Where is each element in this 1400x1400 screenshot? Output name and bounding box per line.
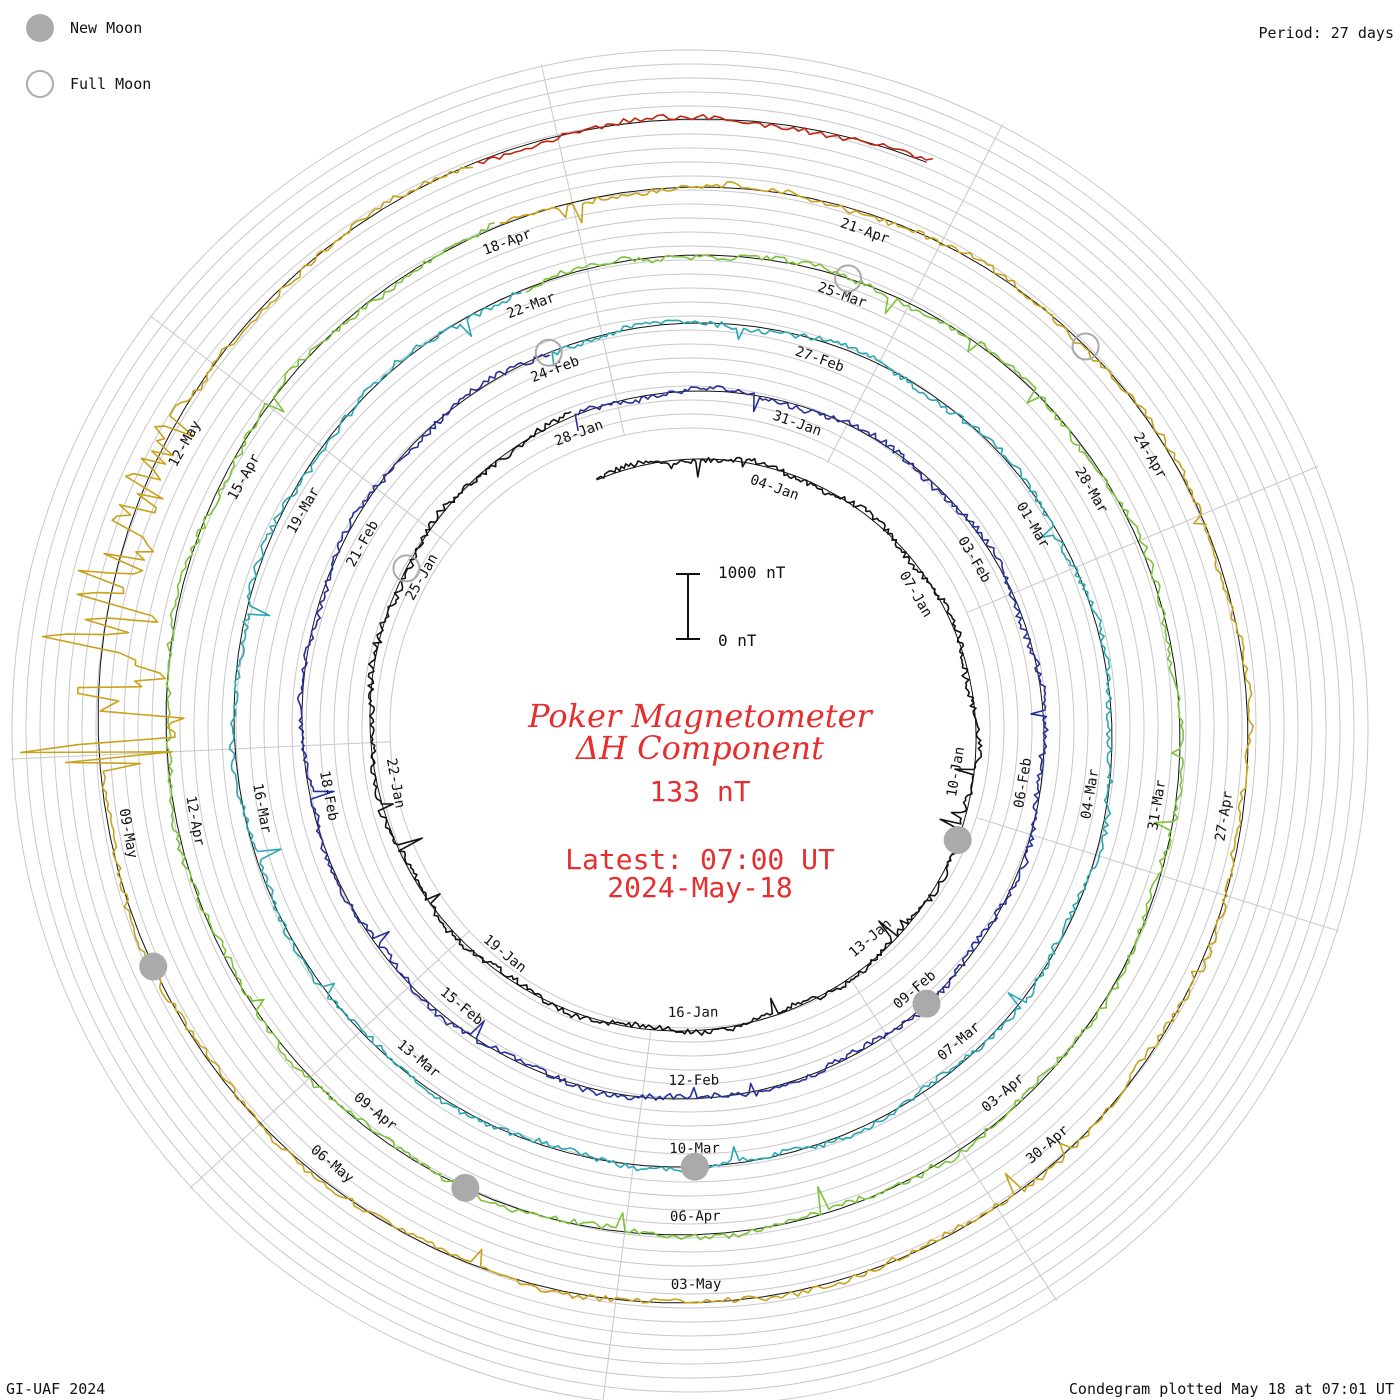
grid-ring bbox=[361, 399, 1019, 1057]
full-moon-marker bbox=[1071, 332, 1100, 361]
grid-ring bbox=[305, 343, 1075, 1113]
date-label: 12-May bbox=[166, 418, 205, 470]
grid-ring bbox=[109, 147, 1271, 1309]
date-label: 16-Mar bbox=[249, 782, 274, 835]
series-trace-5 bbox=[19, 166, 1254, 1304]
date-label: 07-Jan bbox=[896, 569, 936, 621]
full-moon-icon bbox=[26, 70, 54, 98]
series-trace-2 bbox=[296, 354, 1049, 1101]
date-label: 03-Apr bbox=[979, 1071, 1028, 1116]
grid-spoke bbox=[189, 930, 470, 1189]
new-moon-label: New Moon bbox=[70, 19, 143, 37]
grid-rings bbox=[11, 49, 1369, 1400]
scale-top-label: 1000 nT bbox=[718, 563, 786, 582]
date-label: 03-May bbox=[671, 1276, 722, 1293]
grid-spoke bbox=[851, 980, 1058, 1301]
data-traces bbox=[19, 114, 1254, 1304]
latest-date: 2024-May-18 bbox=[607, 871, 793, 904]
grid-spoke bbox=[10, 741, 391, 760]
date-label: 15-Apr bbox=[225, 451, 264, 503]
scale-bar: 1000 nT 0 nT bbox=[674, 563, 814, 650]
series-trace-6 bbox=[476, 114, 934, 165]
grid-spoke bbox=[827, 123, 1004, 462]
chart-title-block: Poker Magnetometer ΔH Component 133 nT L… bbox=[430, 700, 970, 902]
footer-credit: GI-UAF 2024 bbox=[6, 1380, 106, 1398]
date-label: 15-Feb bbox=[437, 984, 486, 1028]
grid-ring bbox=[389, 427, 991, 1029]
grid-ring bbox=[53, 91, 1327, 1365]
date-label: 16-Jan bbox=[668, 1005, 719, 1022]
grid-ring bbox=[67, 105, 1313, 1351]
full-moon-marker bbox=[534, 338, 563, 367]
new-moon-marker bbox=[139, 952, 168, 981]
grid-ring bbox=[25, 63, 1355, 1393]
grid-ring bbox=[291, 329, 1089, 1127]
date-label: 21-Feb bbox=[343, 518, 382, 570]
date-label: 31-Jan bbox=[770, 408, 823, 440]
grid-ring bbox=[137, 175, 1243, 1281]
grid-ring bbox=[11, 49, 1369, 1400]
series-trace-3 bbox=[228, 291, 1114, 1173]
date-label: 09-May bbox=[115, 807, 140, 860]
date-label: 01-Mar bbox=[1013, 499, 1053, 551]
date-label: 10-Mar bbox=[669, 1141, 720, 1158]
new-moon-marker bbox=[912, 989, 941, 1018]
date-label: 07-Mar bbox=[935, 1019, 984, 1064]
chart-subtitle: ΔH Component bbox=[575, 729, 825, 767]
date-label: 19-Mar bbox=[284, 485, 323, 537]
grid-spoke bbox=[602, 1025, 652, 1400]
new-moon-marker bbox=[680, 1152, 709, 1181]
grid-ring bbox=[221, 259, 1159, 1197]
new-moon-marker bbox=[451, 1173, 480, 1202]
grid-spoke bbox=[966, 465, 1318, 614]
grid-spoke bbox=[540, 64, 625, 436]
grid-spoke bbox=[976, 817, 1340, 932]
series-trace-1 bbox=[367, 411, 983, 1036]
date-label: 19-Jan bbox=[480, 932, 529, 976]
date-label: 27-Feb bbox=[793, 344, 846, 376]
grid-ring bbox=[81, 119, 1299, 1337]
latest-time: Latest: 07:00 UT bbox=[565, 843, 835, 876]
grid-ring bbox=[39, 77, 1341, 1379]
grid-ring bbox=[123, 161, 1257, 1295]
scale-bar-icon bbox=[676, 573, 700, 640]
current-value: 133 nT bbox=[649, 775, 751, 808]
date-label: 06-Apr bbox=[670, 1208, 721, 1225]
legend-full-moon: Full Moon bbox=[26, 70, 151, 98]
footer-timestamp: Condegram plotted May 18 at 07:01 UT bbox=[1068, 1380, 1394, 1398]
date-label: 22-Jan bbox=[383, 757, 408, 810]
full-moon-label: Full Moon bbox=[70, 75, 152, 93]
grid-ring bbox=[193, 231, 1187, 1225]
chart-title: Poker Magnetometer bbox=[528, 697, 872, 735]
grid-ring bbox=[207, 245, 1173, 1211]
series-trace-4 bbox=[165, 222, 1184, 1241]
legend-new-moon: New Moon bbox=[26, 14, 142, 42]
full-moon-marker bbox=[392, 554, 421, 583]
date-label: 12-Apr bbox=[182, 795, 207, 848]
grid-ring bbox=[95, 133, 1285, 1323]
grid-ring bbox=[375, 413, 1005, 1043]
moon-markers bbox=[139, 264, 1100, 1202]
grid-ring bbox=[235, 273, 1145, 1183]
grid-spoke bbox=[149, 314, 452, 547]
date-label: 12-Feb bbox=[669, 1073, 720, 1090]
date-label: 04-Mar bbox=[1078, 768, 1102, 821]
grid-ring bbox=[347, 385, 1033, 1071]
date-label: 24-Apr bbox=[1130, 430, 1170, 482]
date-label: 06-Feb bbox=[1011, 757, 1035, 810]
grid-ring bbox=[319, 357, 1061, 1099]
date-label: 27-Apr bbox=[1212, 790, 1236, 843]
new-moon-marker bbox=[943, 826, 972, 855]
date-label: 09-Apr bbox=[350, 1089, 399, 1133]
full-moon-marker bbox=[834, 264, 863, 293]
grid-ring bbox=[277, 315, 1103, 1141]
new-moon-icon bbox=[26, 14, 54, 42]
scale-bottom-label: 0 nT bbox=[718, 631, 757, 650]
period-label: Period: 27 days bbox=[1258, 24, 1394, 42]
grid-ring bbox=[179, 217, 1201, 1239]
grid-ring bbox=[151, 189, 1229, 1267]
